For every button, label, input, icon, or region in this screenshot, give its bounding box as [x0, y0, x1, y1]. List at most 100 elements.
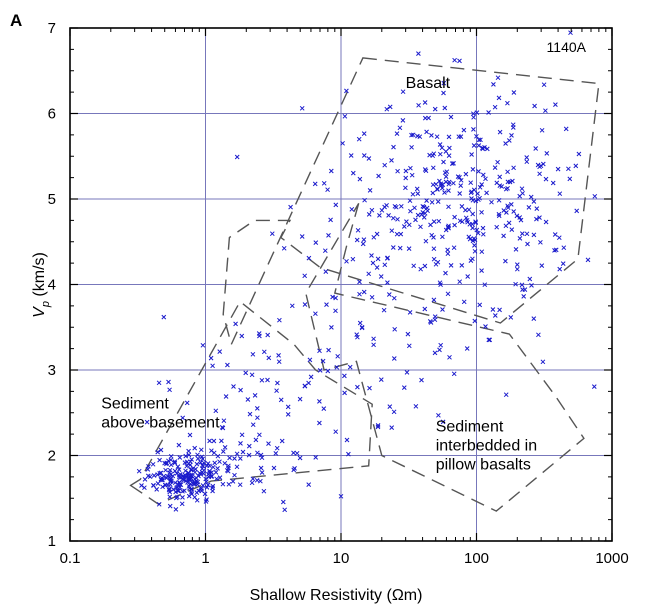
data-point: [392, 326, 398, 332]
data-point: [459, 219, 465, 225]
data-point: [418, 266, 424, 272]
data-point: [400, 89, 406, 95]
data-point: [199, 486, 204, 492]
data-point: [411, 263, 417, 269]
data-point: [446, 223, 451, 229]
data-point: [210, 363, 215, 369]
data-point: [470, 167, 476, 172]
data-point: [539, 263, 545, 268]
data-point: [446, 204, 451, 210]
data-point: [524, 231, 530, 237]
data-point: [410, 191, 416, 197]
data-point: [255, 450, 260, 456]
data-point: [438, 181, 444, 187]
data-point: [382, 162, 388, 168]
data-point: [225, 468, 231, 474]
data-point: [436, 218, 442, 224]
data-point: [344, 88, 349, 94]
data-point: [448, 114, 454, 120]
data-point: [381, 307, 387, 313]
data-point: [480, 145, 485, 151]
data-point: [160, 477, 165, 483]
data-point: [479, 268, 484, 273]
data-point: [471, 143, 477, 148]
data-point: [371, 234, 377, 240]
data-point: [258, 465, 264, 471]
y-tick-label: 3: [48, 362, 56, 379]
data-point: [177, 455, 183, 460]
data-point: [145, 467, 151, 472]
data-point: [193, 466, 198, 472]
data-point: [342, 113, 348, 119]
data-point: [592, 193, 598, 199]
data-point: [246, 452, 252, 458]
data-point: [302, 383, 308, 389]
data-point: [474, 133, 479, 139]
data-point: [320, 358, 326, 364]
y-axis-title: Vp (km/s): [31, 252, 52, 318]
data-point: [357, 320, 363, 326]
data-point: [566, 166, 571, 172]
data-point: [297, 455, 303, 461]
data-point: [494, 224, 500, 230]
data-point: [479, 249, 485, 255]
data-point: [531, 316, 537, 321]
data-point: [167, 494, 173, 500]
data-point: [195, 456, 201, 461]
data-point: [183, 468, 188, 474]
data-point: [163, 467, 168, 473]
data-point: [206, 474, 212, 480]
data-point: [422, 263, 428, 269]
data-point: [509, 133, 514, 138]
data-point: [173, 507, 179, 512]
data-point: [428, 320, 434, 325]
data-point: [497, 183, 503, 188]
data-point: [186, 448, 191, 454]
data-point: [503, 186, 509, 192]
data-point: [520, 190, 525, 196]
data-point: [531, 199, 537, 204]
data-point: [437, 151, 443, 157]
data-point: [508, 315, 514, 320]
data-point: [423, 238, 429, 244]
data-point: [445, 247, 450, 253]
data-point: [552, 232, 558, 237]
data-point: [476, 197, 481, 203]
data-point: [458, 177, 464, 183]
data-point: [191, 479, 197, 485]
data-point: [240, 449, 246, 455]
data-point: [398, 231, 404, 237]
data-point: [259, 377, 265, 383]
data-point: [208, 355, 214, 361]
data-point: [446, 188, 451, 193]
data-point: [367, 385, 372, 391]
x-tick-label: 10: [333, 550, 350, 567]
data-point: [211, 438, 217, 444]
data-point: [329, 325, 334, 330]
data-point: [172, 468, 178, 474]
data-point: [279, 438, 285, 444]
data-point: [422, 167, 428, 172]
data-point: [379, 207, 385, 213]
data-point: [172, 480, 178, 486]
panel-label: A: [10, 11, 22, 30]
data-point: [200, 483, 206, 488]
data-point: [177, 475, 183, 481]
data-point: [225, 362, 230, 368]
data-point: [250, 422, 256, 428]
data-point: [458, 183, 464, 188]
data-point: [367, 188, 373, 193]
data-point: [470, 197, 476, 203]
data-point: [203, 476, 209, 482]
data-point: [480, 146, 486, 152]
data-point: [317, 368, 323, 373]
data-point: [280, 499, 286, 505]
data-point: [277, 317, 282, 323]
data-point: [186, 452, 192, 458]
data-point: [514, 213, 520, 219]
data-point: [266, 355, 272, 361]
data-point: [265, 332, 271, 338]
data-point: [306, 380, 311, 386]
data-point: [390, 245, 396, 250]
data-point: [394, 131, 400, 136]
